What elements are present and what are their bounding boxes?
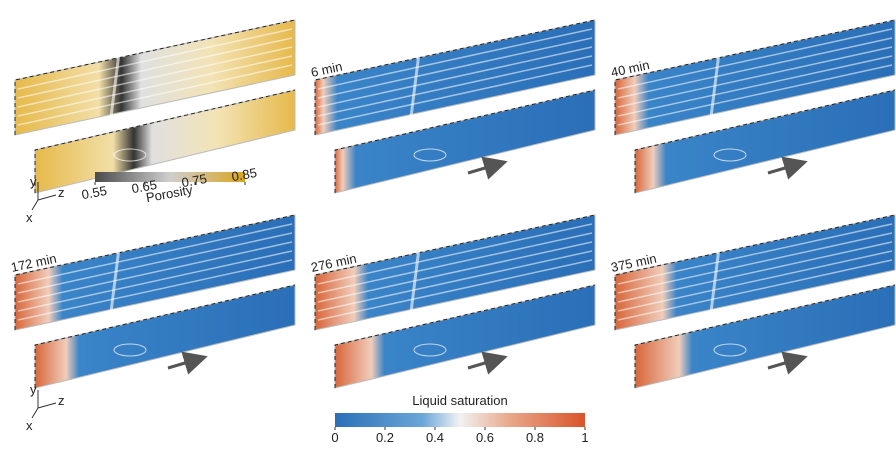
axis-triad: y z x — [26, 382, 65, 433]
tick-label: 0.2 — [376, 430, 394, 444]
saturation-panel: 6 min — [310, 20, 595, 193]
colorbar-fill — [335, 413, 585, 427]
flow-arrow — [468, 358, 502, 368]
axis-label: z — [58, 393, 65, 408]
axis-label: y — [30, 382, 37, 397]
colorbar: 0 0.2 0.4 0.6 0.8 1 Liquid saturation — [331, 393, 588, 444]
flow-arrow — [768, 358, 802, 368]
flow-arrow — [468, 163, 502, 173]
saturation-panel: 172 min — [10, 215, 295, 388]
tick-label: 0.4 — [426, 430, 444, 444]
axis — [32, 408, 38, 418]
tick-label: 0.8 — [526, 430, 544, 444]
colorbar-label: Liquid saturation — [412, 393, 507, 408]
axis-label: x — [26, 210, 33, 225]
axis — [38, 403, 56, 408]
axis-label: z — [58, 185, 65, 200]
axis-label: y — [30, 174, 37, 189]
axis-label: x — [26, 418, 33, 433]
tick-label: 0.55 — [80, 183, 108, 202]
tick-label: 0 — [331, 430, 338, 444]
flow-arrow — [168, 358, 202, 368]
axis — [32, 200, 38, 210]
flow-arrow — [768, 163, 802, 173]
saturation-panel: 40 min — [610, 20, 895, 193]
figure: 6 min40 min 172 min276 min375 min y z x y z x 0.… — [0, 0, 896, 444]
colorbar-fill — [95, 172, 245, 182]
tick-label: 0.85 — [230, 165, 258, 184]
saturation-panel: 276 min — [310, 215, 595, 388]
axis — [38, 195, 56, 200]
tick-label: 0.6 — [476, 430, 494, 444]
saturation-panel: 375 min — [610, 215, 895, 388]
tick-label: 1 — [581, 430, 588, 444]
